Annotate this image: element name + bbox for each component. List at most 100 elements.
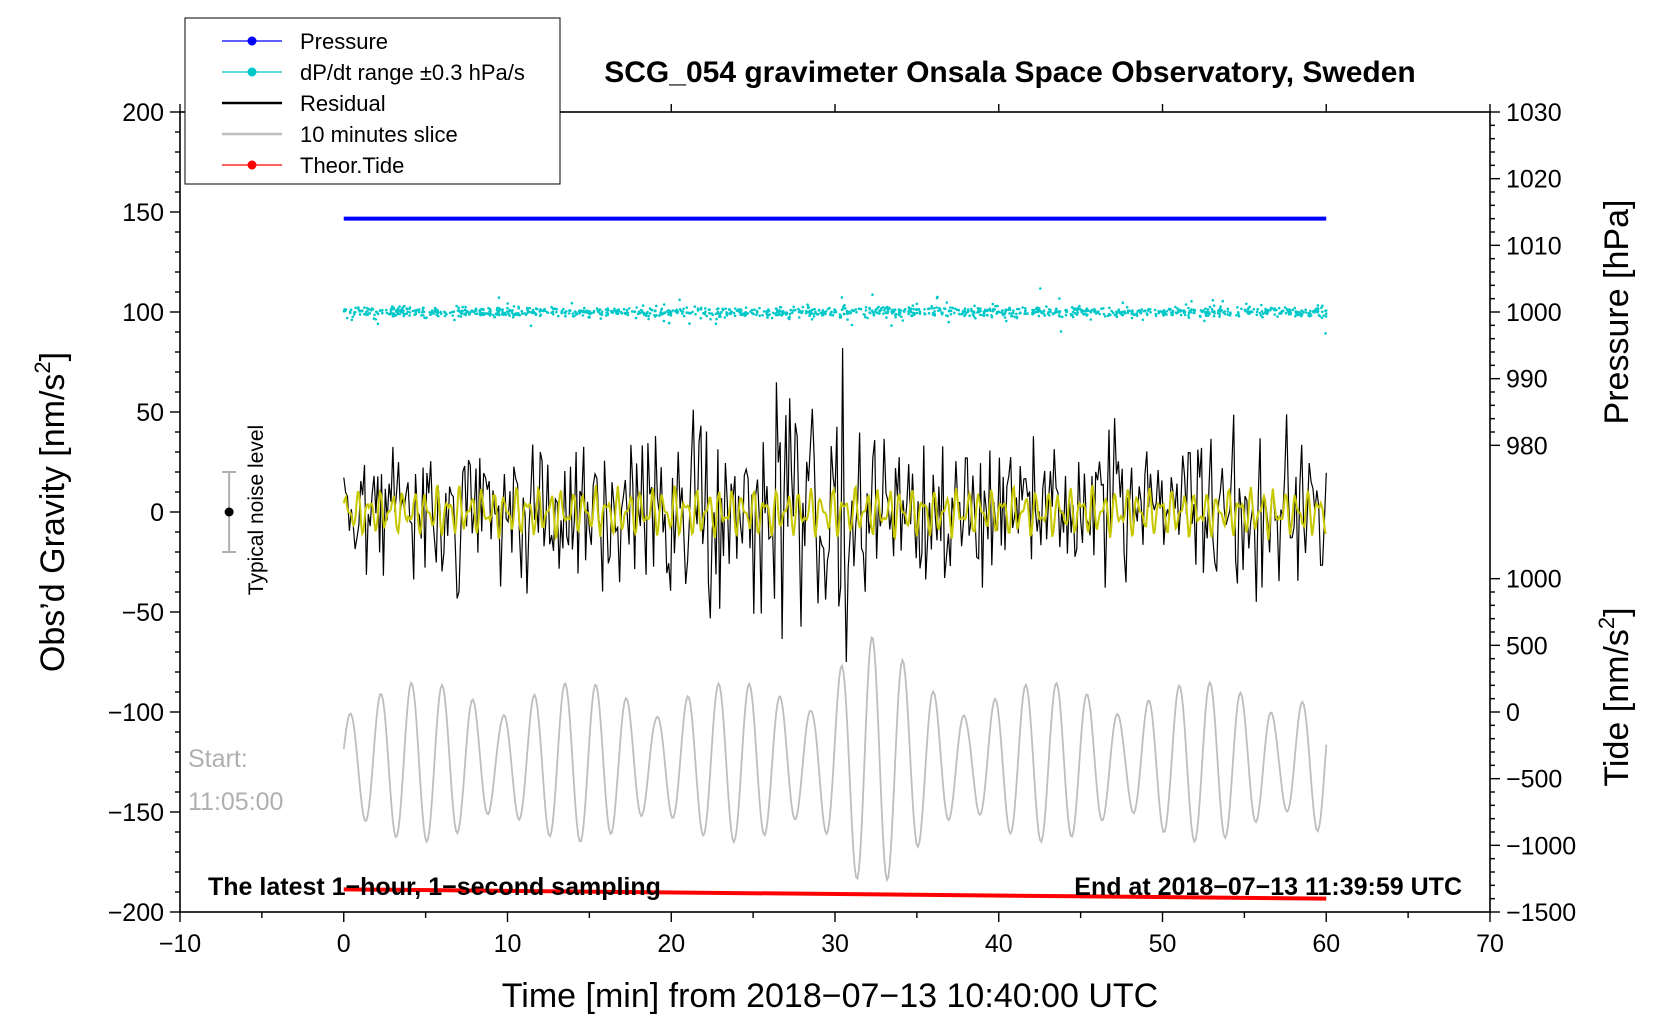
dpdt-point [1157,310,1160,313]
dpdt-point [508,314,511,317]
dpdt-point [1260,310,1264,313]
dpdt-point [1297,310,1300,314]
dpdt-point [1110,309,1113,313]
dpdt-point [882,312,885,316]
dpdt-point [989,309,992,313]
dpdt-point [421,310,424,314]
dpdt-point [1128,309,1131,313]
legend-label: Theor.Tide [300,153,404,178]
dpdt-point [464,313,468,317]
dpdt-point [464,305,467,309]
dpdt-point [965,311,968,315]
dpdt-point [1256,307,1259,311]
dpdt-point [653,315,657,318]
dpdt-point [1300,313,1304,316]
dpdt-point [703,312,707,316]
dpdt-point [752,312,755,316]
dpdt-point [363,312,366,316]
pressure-tick-label: 1010 [1506,232,1562,260]
dpdt-point [907,310,910,314]
tide-tick-label: 500 [1506,632,1548,660]
dpdt-point [749,310,752,313]
dpdt-point [912,307,915,311]
dpdt-point [1293,306,1296,310]
dpdt-point [641,304,645,307]
dpdt-point [733,307,737,310]
dpdt-point [1130,310,1134,313]
axes: −10 0 10 20 30 40 50 60 70−200−150−100−500501001… [108,99,1577,958]
dpdt-point [1178,308,1182,312]
dpdt-point [699,316,703,320]
dpdt-point [521,312,524,315]
dpdt-point [1324,312,1328,316]
dpdt-point [1089,318,1092,321]
dpdt-point [1211,299,1215,302]
dpdt-point [1121,313,1125,317]
dpdt-point [461,305,465,309]
legend-swatch-marker [247,36,257,46]
dpdt-point [420,314,423,317]
dpdt-point [953,311,956,315]
dpdt-point [524,313,528,317]
dpdt-point [398,305,401,308]
dpdt-point [808,314,811,318]
dpdt-point [1255,310,1259,314]
dpdt-point [812,312,815,316]
dpdt-point [1321,304,1324,308]
dpdt-point [408,314,411,317]
dpdt-point [571,315,575,318]
dpdt-point [1141,318,1145,322]
dpdt-point [1071,315,1075,319]
dpdt-point [533,311,537,315]
dpdt-point [1136,310,1140,313]
legend: Pressure dP/dt range ±0.3 hPa/s Residual 10… [184,17,561,185]
dpdt-point [468,313,471,316]
dpdt-point [1300,309,1303,312]
dpdt-point [1259,314,1263,317]
dpdt-point [1082,312,1085,316]
dpdt-point [348,310,352,314]
dpdt-point [807,305,810,309]
dpdt-point [814,310,817,314]
dpdt-point [938,306,941,310]
dpdt-point [1289,312,1293,316]
dpdt-point [1266,310,1270,314]
dpdt-point [571,312,575,315]
dpdt-point [1165,313,1168,316]
dpdt-point [493,315,497,319]
x-tick-label: 70 [1476,930,1504,958]
dpdt-point [575,312,579,316]
dpdt-point [1324,315,1328,318]
legend-label: 10 minutes slice [300,122,458,147]
dpdt-point [909,310,913,314]
dpdt-point [806,303,809,307]
dpdt-point [682,307,685,311]
y-tick-label: 150 [122,199,164,227]
dpdt-point [1187,316,1191,319]
dpdt-point [622,307,626,311]
x-tick-label: 50 [1149,930,1177,958]
dpdt-point [457,314,461,318]
dpdt-point [775,308,779,312]
dpdt-point [935,306,938,309]
dpdt-point [859,307,863,311]
dpdt-point [349,308,353,312]
pressure-tick-label: 990 [1506,366,1548,394]
legend-label: Residual [300,91,386,116]
y-axis-label-pressure: Pressure [hPa] [1598,200,1636,425]
dpdt-point [1170,313,1173,316]
dpdt-point [1222,311,1225,314]
dpdt-point [729,311,732,315]
dpdt-point [1111,311,1115,315]
dpdt-point [714,322,718,326]
dpdt-point [620,312,623,315]
dpdt-point [1190,308,1193,311]
dpdt-point [1012,309,1015,312]
dpdt-point [768,313,771,316]
dpdt-point [389,308,393,311]
dpdt-point [767,309,771,313]
dpdt-point [915,302,919,306]
dpdt-point [1204,312,1208,316]
dpdt-point [368,311,371,315]
dpdt-point [1140,308,1143,311]
